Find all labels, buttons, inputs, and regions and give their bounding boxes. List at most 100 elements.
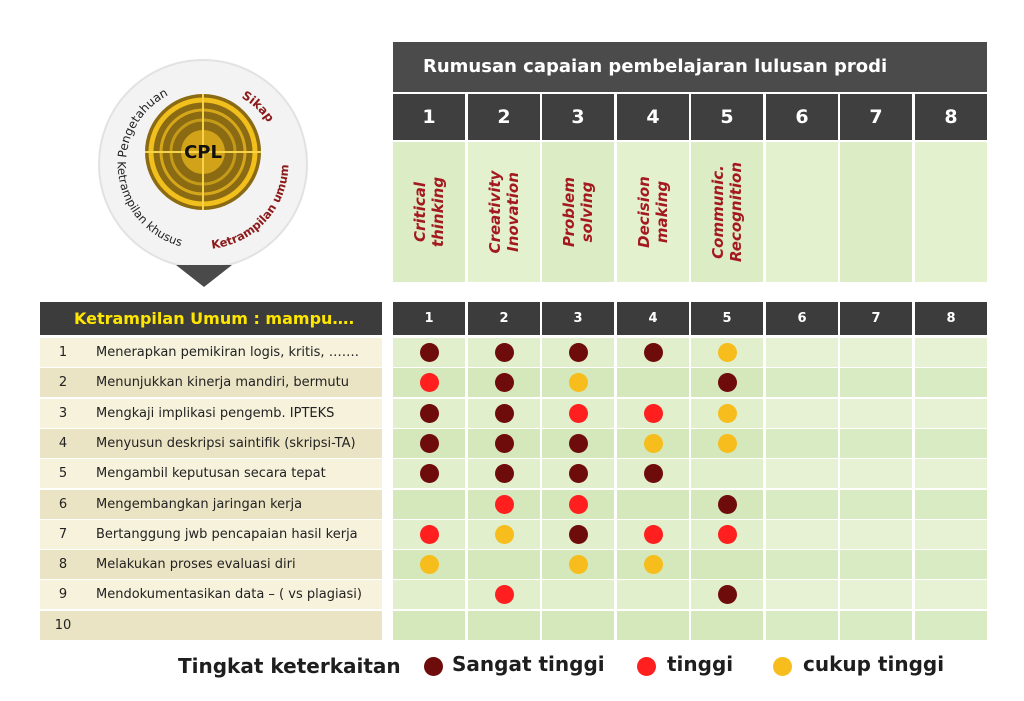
grid-cell xyxy=(393,489,465,519)
level-dot-ct xyxy=(717,343,737,362)
competency-cell-6 xyxy=(766,142,838,282)
row-number: 2 xyxy=(58,375,68,391)
row-number: 1 xyxy=(58,345,68,360)
level-dot-t xyxy=(717,524,737,544)
grid-cell xyxy=(691,610,763,640)
grid-cell xyxy=(915,580,987,610)
grid-column-header-2: 2 xyxy=(468,302,540,335)
table-row: 7 Bertanggung jwb pencapaian hasil kerja xyxy=(40,519,382,549)
column-number-5: 5 xyxy=(691,94,763,140)
level-dot-st xyxy=(717,494,737,514)
grid-cell xyxy=(840,398,912,428)
row-number: 9 xyxy=(58,587,68,603)
level-dot-t xyxy=(494,494,514,514)
level-dot-ct xyxy=(494,524,514,544)
level-dot-ct xyxy=(568,555,588,575)
row-number: 8 xyxy=(58,557,68,573)
row-number: 5 xyxy=(58,466,68,482)
grid-cell xyxy=(915,428,987,458)
column-number-4: 4 xyxy=(617,94,689,140)
level-dot-ct xyxy=(717,433,737,453)
down-arrow-icon xyxy=(176,265,232,287)
level-dot-st xyxy=(419,343,439,362)
competency-line: Problem xyxy=(560,177,578,247)
level-dot-ct xyxy=(643,555,663,575)
row-number: 4 xyxy=(58,435,68,451)
level-dot-t xyxy=(643,524,663,544)
grid-cell xyxy=(468,610,540,640)
grid-cell xyxy=(393,610,465,640)
grid-cell xyxy=(915,489,987,519)
grid-cell xyxy=(766,550,838,580)
level-dot-t xyxy=(494,585,514,605)
level-dot-st xyxy=(419,464,439,484)
row-number: 10 xyxy=(54,617,72,633)
grid-cell xyxy=(840,459,912,489)
grid-column-header-4: 4 xyxy=(617,302,689,335)
legend-label-st: Sangat tinggi xyxy=(452,652,605,676)
grid-cell xyxy=(915,338,987,367)
grid-cell xyxy=(617,610,689,640)
competency-label-2: Creativity Inovation xyxy=(486,171,522,254)
legend-dot-st xyxy=(424,657,443,676)
cpl-emblem: CPL Pengetahuan Sikap Ketrampilan khusus… xyxy=(98,59,308,269)
grid-cell xyxy=(840,368,912,398)
grid-cell xyxy=(617,368,689,398)
level-dot-st xyxy=(568,464,588,484)
table-row: 4 Menyusun deskripsi saintifik (skripsi-T… xyxy=(40,428,382,458)
grid-column-header-1: 1 xyxy=(393,302,465,335)
emblem-center: CPL xyxy=(184,142,222,163)
grid-cell xyxy=(468,550,540,580)
level-dot-t xyxy=(419,524,439,544)
grid-cell xyxy=(840,550,912,580)
competency-line: making xyxy=(653,180,671,244)
grid-cell xyxy=(766,610,838,640)
grid-cell xyxy=(617,580,689,610)
grid-cell xyxy=(542,610,614,640)
grid-column-header-8: 8 xyxy=(915,302,987,335)
column-number-2: 2 xyxy=(468,94,540,140)
column-number-7: 7 xyxy=(840,94,912,140)
grid-column-header-5: 5 xyxy=(691,302,763,335)
competency-cell-1: Critical thinking xyxy=(393,142,465,282)
grid-cell xyxy=(766,519,838,549)
column-number-3: 3 xyxy=(542,94,614,140)
grid-cell xyxy=(691,459,763,489)
legend-dot-ct xyxy=(773,657,792,676)
competency-line: Decision xyxy=(635,176,653,248)
column-number-6: 6 xyxy=(766,94,838,140)
row-number: 3 xyxy=(58,405,68,421)
level-dot-st xyxy=(643,464,663,484)
competency-label-3: Problem solving xyxy=(560,177,596,247)
competency-line: Inovation xyxy=(504,172,522,252)
grid-cell xyxy=(915,368,987,398)
grid-cell xyxy=(915,459,987,489)
column-number-8: 8 xyxy=(915,94,987,140)
competency-cell-5: Communic. Recognition xyxy=(691,142,763,282)
level-dot-ct xyxy=(643,433,663,453)
table-row: 1 Menerapkan pemikiran logis, kritis, ……. xyxy=(40,338,382,367)
competency-cell-7 xyxy=(840,142,912,282)
level-dot-st xyxy=(494,373,514,393)
row-text: Mengkaji implikasi pengemb. IPTEKS xyxy=(96,405,335,421)
row-number: 6 xyxy=(58,496,68,512)
row-text: Menunjukkan kinerja mandiri, bermutu xyxy=(96,375,349,391)
legend-title: Tingkat keterkaitan xyxy=(178,654,401,678)
table-row: 6 Mengembangkan jaringan kerja xyxy=(40,489,382,519)
legend-label-t: tinggi xyxy=(667,652,734,676)
table-row: 9 Mendokumentasikan data – ( vs plagiasi) xyxy=(40,580,382,610)
table-row: 2 Menunjukkan kinerja mandiri, bermutu xyxy=(40,368,382,398)
table-title: Ketrampilan Umum : mampu…. xyxy=(40,302,382,335)
level-dot-st xyxy=(494,433,514,453)
grid-cell xyxy=(766,459,838,489)
grid-cell xyxy=(840,428,912,458)
grid-cell xyxy=(840,489,912,519)
level-dot-st xyxy=(419,433,439,453)
legend-dot-t xyxy=(637,657,656,676)
competency-line: Critical xyxy=(411,181,429,243)
level-dot-t xyxy=(419,373,439,393)
row-text: Menyusun deskripsi saintifik (skripsi-TA… xyxy=(96,435,356,451)
legend-label-ct: cukup tinggi xyxy=(803,652,945,676)
level-dot-st xyxy=(717,585,737,605)
grid-cell xyxy=(766,338,838,367)
